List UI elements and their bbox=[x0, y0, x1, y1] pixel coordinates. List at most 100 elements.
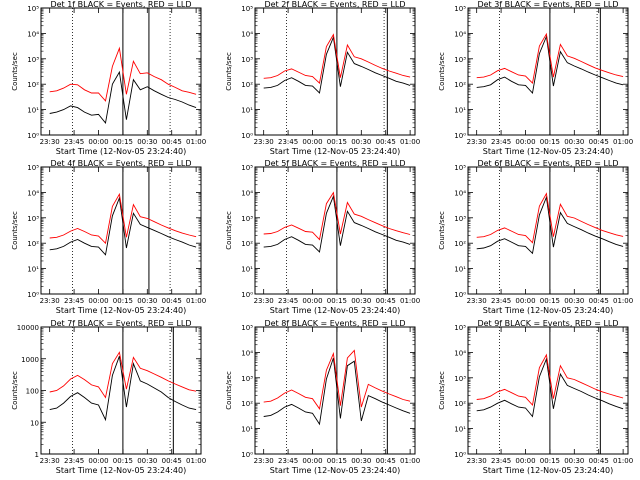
chart-panel-4: Det 4f BLACK = Events, RED = LLD Counts/s… bbox=[11, 159, 206, 315]
y-tick-label: 10⁵ bbox=[454, 5, 466, 13]
y-tick-label: 10⁴ bbox=[454, 189, 466, 197]
series-line-lld bbox=[49, 46, 197, 102]
x-axis-label: Start Time (12-Nov-05 23:24:40) bbox=[56, 306, 186, 315]
y-tick-label: 10¹ bbox=[454, 426, 466, 434]
plot-frame bbox=[467, 7, 629, 136]
x-axis-label: Start Time (12-Nov-05 23:24:40) bbox=[483, 147, 613, 156]
x-tick-label: 23:30 bbox=[467, 457, 487, 465]
y-tick-label: 10² bbox=[454, 400, 466, 408]
y-tick-label: 10⁵ bbox=[27, 5, 39, 13]
y-tick-label: 10 bbox=[30, 419, 39, 427]
series-line-events bbox=[476, 357, 624, 418]
x-tick-label: 23:30 bbox=[254, 457, 274, 465]
chart-title: Det 8f BLACK = Events, RED = LLD bbox=[264, 319, 405, 328]
x-tick-label: 00:45 bbox=[589, 297, 609, 305]
chart-panel-5: Det 5f BLACK = Events, RED = LLD Counts/s… bbox=[225, 159, 420, 315]
x-tick-label: 00:15 bbox=[540, 297, 560, 305]
series-line-lld bbox=[476, 32, 624, 85]
y-tick-label: 10⁵ bbox=[241, 324, 253, 332]
x-tick-label: 01:00 bbox=[186, 457, 206, 465]
x-tick-label: 23:30 bbox=[467, 138, 487, 146]
x-tick-label: 23:30 bbox=[40, 457, 60, 465]
x-tick-label: 01:00 bbox=[186, 138, 206, 146]
x-tick-label: 01:00 bbox=[400, 138, 420, 146]
y-tick-label: 10¹ bbox=[241, 266, 253, 274]
y-tick-label: 10¹ bbox=[27, 266, 39, 274]
x-tick-label: 00:30 bbox=[137, 457, 157, 465]
y-tick-label: 10³ bbox=[27, 56, 39, 64]
x-tick-label: 23:30 bbox=[254, 297, 274, 305]
x-tick-label: 23:45 bbox=[64, 138, 84, 146]
chart-title: Det 3f BLACK = Events, RED = LLD bbox=[477, 0, 618, 9]
x-tick-label: 01:00 bbox=[186, 297, 206, 305]
x-tick-label: 23:45 bbox=[278, 297, 298, 305]
series-line-events bbox=[49, 196, 197, 256]
x-tick-label: 23:30 bbox=[40, 297, 60, 305]
chart-panel-3: Det 3f BLACK = Events, RED = LLD Counts/s… bbox=[438, 0, 633, 156]
x-tick-label: 00:15 bbox=[327, 457, 347, 465]
plot-frame bbox=[40, 326, 202, 455]
x-tick-label: 23:45 bbox=[278, 457, 298, 465]
x-tick-label: 23:45 bbox=[64, 457, 84, 465]
x-tick-label: 00:15 bbox=[327, 297, 347, 305]
plot-frame bbox=[254, 166, 416, 295]
y-tick-label: 10¹ bbox=[454, 266, 466, 274]
y-tick-label: 10³ bbox=[27, 215, 39, 223]
series-line-events bbox=[263, 357, 411, 426]
x-axis-label: Start Time (12-Nov-05 23:24:40) bbox=[56, 466, 186, 475]
y-axis-label: Counts/sec bbox=[438, 211, 446, 250]
plot-frame bbox=[467, 326, 629, 455]
y-tick-label: 10000 bbox=[17, 324, 39, 332]
y-tick-label: 10⁰ bbox=[454, 451, 466, 459]
series-line-lld bbox=[49, 351, 197, 399]
y-tick-label: 10³ bbox=[454, 56, 466, 64]
chart-title: Det 6f BLACK = Events, RED = LLD bbox=[477, 159, 618, 168]
x-tick-label: 00:45 bbox=[162, 457, 182, 465]
y-tick-label: 10⁰ bbox=[241, 291, 253, 299]
y-tick-label: 10² bbox=[27, 240, 39, 248]
x-tick-label: 23:45 bbox=[491, 297, 511, 305]
y-tick-label: 10² bbox=[241, 400, 253, 408]
x-tick-label: 00:00 bbox=[88, 457, 108, 465]
y-tick-label: 10¹ bbox=[241, 426, 253, 434]
y-tick-label: 10³ bbox=[454, 375, 466, 383]
x-axis-label: Start Time (12-Nov-05 23:24:40) bbox=[270, 147, 400, 156]
y-tick-label: 10⁰ bbox=[454, 291, 466, 299]
y-axis-label: Counts/sec bbox=[11, 371, 19, 410]
y-axis-label: Counts/sec bbox=[11, 211, 19, 250]
y-tick-label: 10¹ bbox=[241, 107, 253, 115]
chart-panel-8: Det 8f BLACK = Events, RED = LLD Counts/s… bbox=[225, 319, 420, 475]
x-axis-label: Start Time (12-Nov-05 23:24:40) bbox=[56, 147, 186, 156]
y-tick-label: 10³ bbox=[241, 375, 253, 383]
chart-panel-9: Det 9f BLACK = Events, RED = LLD Counts/s… bbox=[438, 319, 633, 475]
chart-panel-2: Det 2f BLACK = Events, RED = LLD Counts/s… bbox=[225, 0, 420, 156]
y-tick-label: 10³ bbox=[241, 215, 253, 223]
y-tick-label: 10⁵ bbox=[241, 5, 253, 13]
chart-title: Det 1f BLACK = Events, RED = LLD bbox=[50, 0, 191, 9]
y-axis-label: Counts/sec bbox=[438, 371, 446, 410]
y-axis-label: Counts/sec bbox=[225, 52, 233, 91]
y-tick-label: 10⁴ bbox=[241, 30, 253, 38]
series-line-events bbox=[476, 195, 624, 255]
chart-title: Det 5f BLACK = Events, RED = LLD bbox=[264, 159, 405, 168]
y-tick-label: 10⁴ bbox=[241, 349, 253, 357]
series-line-events bbox=[49, 70, 197, 124]
y-axis-label: Counts/sec bbox=[11, 52, 19, 91]
x-tick-label: 00:30 bbox=[564, 457, 584, 465]
plot-frame bbox=[40, 166, 202, 295]
series-line-events bbox=[49, 356, 197, 422]
y-tick-label: 10² bbox=[241, 240, 253, 248]
x-tick-label: 00:15 bbox=[540, 138, 560, 146]
x-tick-label: 01:00 bbox=[400, 297, 420, 305]
y-tick-label: 1000 bbox=[21, 356, 39, 364]
chart-panel-7: Det 7f BLACK = Events, RED = LLD Counts/s… bbox=[11, 319, 206, 475]
y-tick-label: 10⁴ bbox=[241, 189, 253, 197]
x-tick-label: 00:45 bbox=[589, 138, 609, 146]
series-line-lld bbox=[263, 349, 411, 410]
y-tick-label: 10² bbox=[27, 81, 39, 89]
x-tick-label: 01:00 bbox=[613, 457, 633, 465]
x-tick-label: 00:30 bbox=[351, 457, 371, 465]
chart-panel-6: Det 6f BLACK = Events, RED = LLD Counts/s… bbox=[438, 159, 633, 315]
y-tick-label: 10⁴ bbox=[454, 349, 466, 357]
